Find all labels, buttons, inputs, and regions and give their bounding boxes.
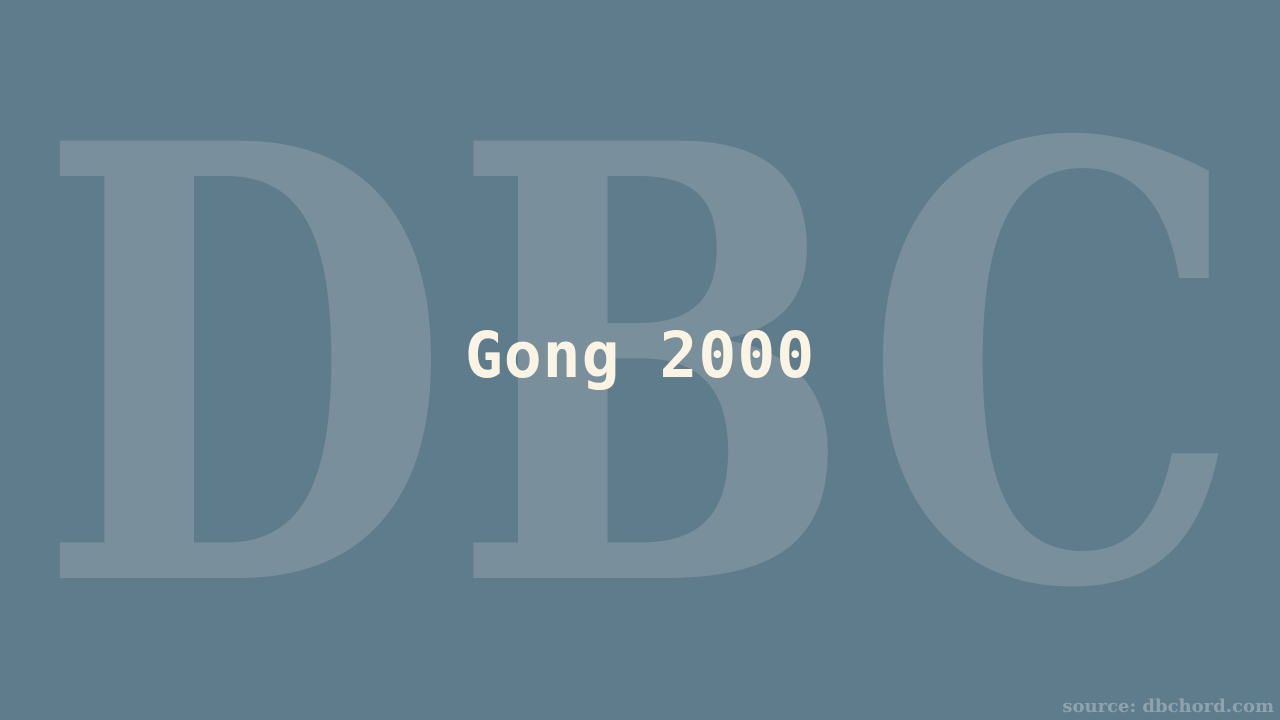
source-credit: source: dbchord.com [1062,696,1274,717]
page-title: Gong 2000 [464,319,816,392]
watermark-text: DBC [38,15,1243,720]
